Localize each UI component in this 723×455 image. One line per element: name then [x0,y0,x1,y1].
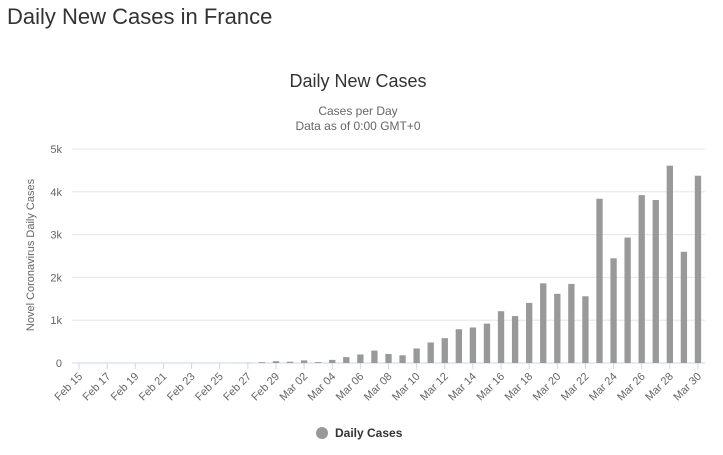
bar[interactable]: Mar 12: 580 [441,338,448,363]
x-tick-label: Mar 30 [671,371,704,404]
bar[interactable]: Mar 30: 4376 [694,175,702,363]
y-axis-ticks: 0 1k 2k 3k 4k 5k [50,144,62,370]
bar[interactable]: Mar 02: 61 [300,360,308,363]
y-tick-label: 1k [50,315,62,327]
x-tick-label: Mar 08 [362,371,395,404]
bars: Feb 15: 0Feb 16: 0Feb 17: 0Feb 18: 0Feb … [230,165,702,363]
bar[interactable]: Mar 09: 180 [399,355,406,363]
bar[interactable]: Mar 15: 920 [483,323,491,363]
legend-marker-daily-cases [316,427,328,439]
x-tick-label: Feb 27 [221,371,254,404]
y-tick-label: 2k [50,272,62,284]
bar[interactable]: Mar 24: 2446 [610,258,617,363]
bar[interactable]: Mar 01: 30 [286,361,294,363]
bar[interactable]: Mar 07: 290 [371,350,378,363]
x-tick-label: Mar 02 [278,371,311,404]
chart-subtitle-line-1: Cases per Day [318,104,397,118]
bar[interactable]: Mar 21: 1847 [568,283,575,363]
legend[interactable]: Daily Cases [316,426,403,440]
page-heading: Daily New Cases in France [7,4,273,29]
chart-subtitle-line-2: Data as of 0:00 GMT+0 [295,119,420,133]
x-tick-label: Mar 16 [474,371,507,404]
bar[interactable]: Mar 06: 200 [357,354,364,363]
bar[interactable]: Mar 25: 2931 [624,237,631,363]
x-tick-label: Feb 25 [193,371,226,404]
bar[interactable]: Mar 26: 3922 [638,195,645,363]
x-tick-label: Mar 14 [446,371,479,404]
x-tick-label: Mar 10 [390,371,423,404]
grid-lines [72,148,705,364]
x-tick-label: Mar 04 [306,371,339,404]
y-tick-label: 0 [56,358,62,370]
x-tick-label: Feb 19 [109,371,142,404]
y-tick-label: 4k [50,187,62,199]
x-tick-label: Mar 20 [531,371,564,404]
x-tick-label: Mar 28 [643,371,676,404]
x-tick-label: Mar 18 [503,371,536,404]
bar[interactable]: Mar 17: 1097 [511,316,519,363]
x-tick-label: Feb 17 [81,371,114,404]
bar[interactable]: Mar 08: 210 [385,354,392,363]
x-tick-label: Mar 24 [587,371,620,404]
bar[interactable]: Feb 29: 43 [272,361,280,363]
bar[interactable]: Mar 22: 1559 [582,296,589,363]
x-tick-label: Feb 29 [249,371,282,404]
bar[interactable]: Mar 04: 73 [329,359,336,363]
bar[interactable]: Mar 18: 1404 [526,302,533,363]
bar[interactable]: Mar 14: 830 [469,327,477,363]
bar[interactable]: Mar 11: 480 [427,342,434,363]
chart-title: Daily New Cases [289,71,426,91]
bar[interactable]: Mar 05: 138 [343,357,350,363]
x-tick-label: Mar 22 [559,371,592,404]
bar[interactable]: Feb 28: 20 [258,362,266,363]
bar[interactable]: Mar 19: 1861 [540,283,547,363]
x-tick-label: Mar 06 [334,371,367,404]
x-tick-label: Feb 21 [137,371,170,404]
legend-label-daily-cases[interactable]: Daily Cases [335,426,403,440]
bar[interactable]: Mar 16: 1210 [497,311,505,363]
bar[interactable]: Mar 27: 3809 [652,199,659,363]
bar[interactable]: Mar 13: 790 [455,329,462,363]
x-tick-label: Mar 26 [615,371,648,404]
bar[interactable]: Mar 23: 3838 [596,198,603,363]
bar[interactable]: Mar 28: 4611 [666,165,673,363]
bar[interactable]: Mar 20: 1617 [554,293,561,363]
x-tick-label: Feb 15 [52,371,85,404]
bar[interactable]: Mar 03: 21 [315,362,322,363]
y-axis-label: Novel Coronavirus Daily Cases [25,178,37,331]
x-tick-label: Mar 12 [418,371,451,404]
x-tick-label: Feb 23 [165,371,198,404]
y-tick-label: 5k [50,144,62,156]
bar[interactable]: Mar 10: 340 [413,348,420,363]
y-tick-label: 3k [50,230,62,242]
bar[interactable]: Mar 29: 2599 [680,251,688,363]
